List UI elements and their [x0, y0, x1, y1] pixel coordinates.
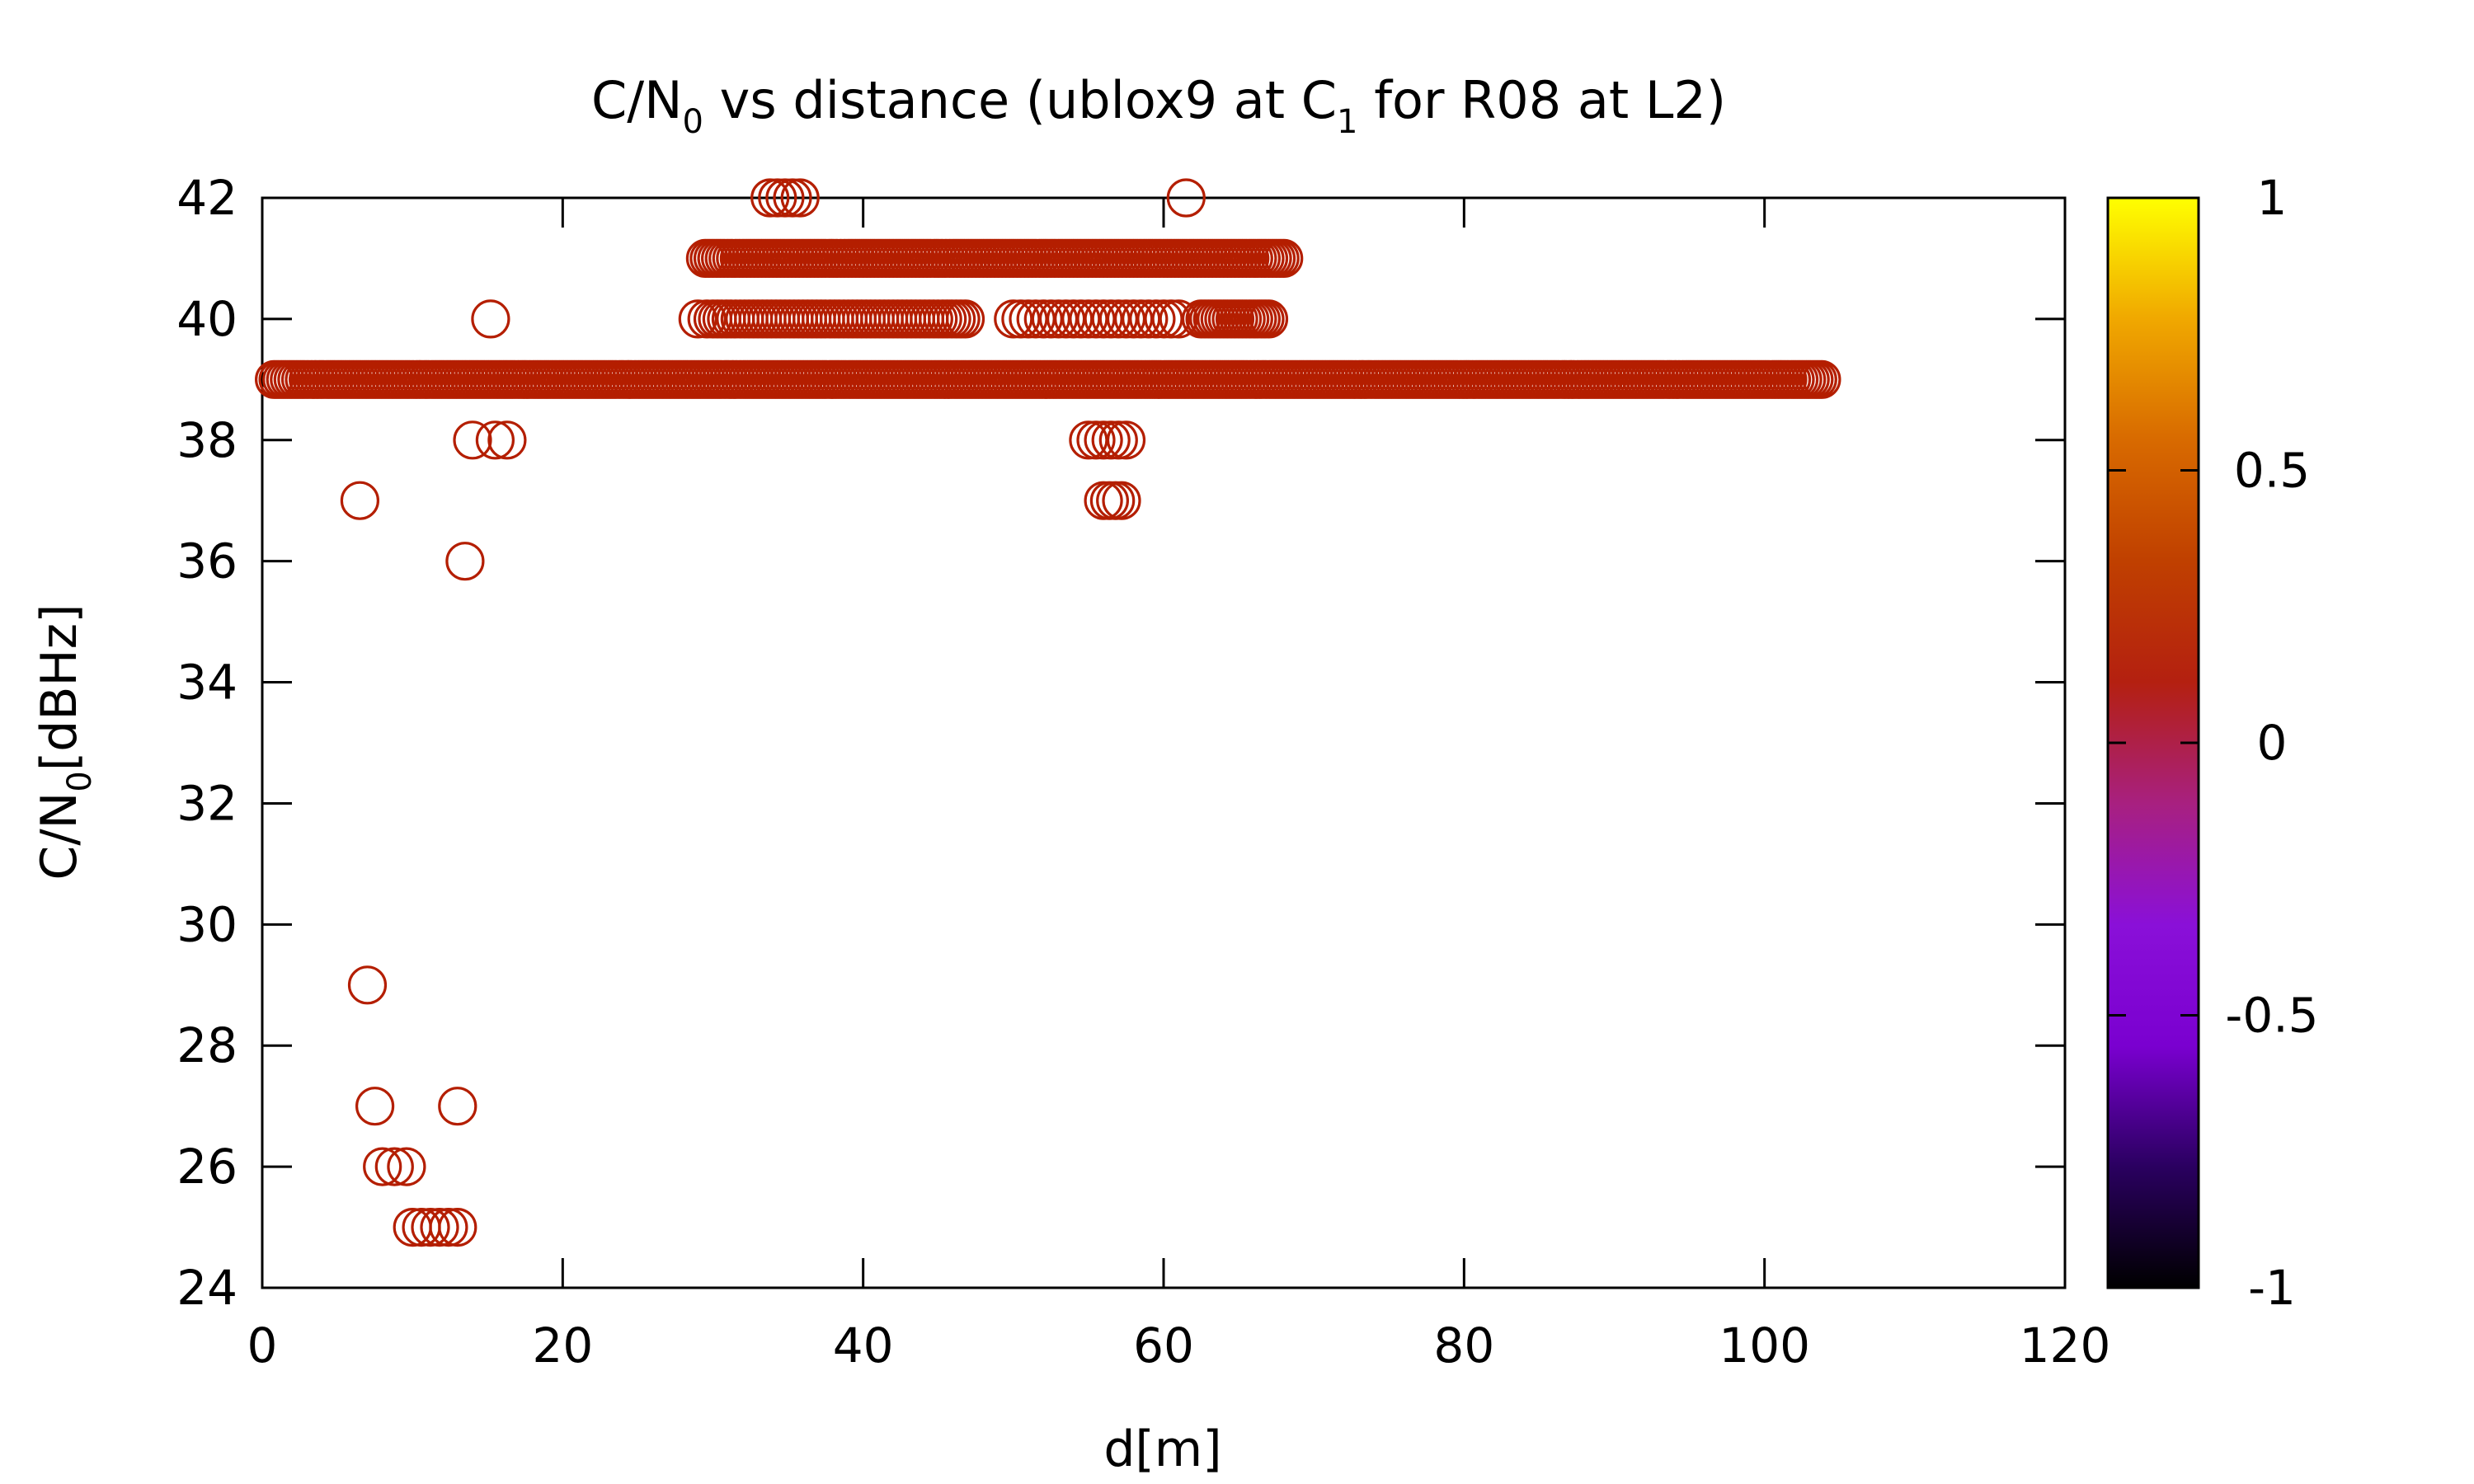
- data-point: [420, 1207, 459, 1247]
- marker-layer: [255, 178, 1841, 1247]
- x-tick-label: 60: [1133, 1317, 1194, 1374]
- data-point: [1106, 420, 1146, 460]
- data-point: [765, 178, 805, 218]
- data-point: [678, 299, 717, 339]
- chart-title: C/N0 vs distance (ublox9 at C1 for R08 a…: [591, 70, 1726, 141]
- data-point: [1091, 299, 1131, 339]
- data-point: [1098, 420, 1138, 460]
- data-point: [1136, 299, 1176, 339]
- y-tick-label: 32: [176, 775, 238, 831]
- data-point: [453, 420, 492, 460]
- data-point: [1076, 420, 1116, 460]
- colorbar-tick-label: -0.5: [2225, 988, 2318, 1044]
- data-point: [340, 481, 379, 520]
- data-point: [1802, 359, 1841, 399]
- data-point: [1102, 481, 1141, 520]
- colorbar-tick-label: -1: [2248, 1260, 2296, 1316]
- x-tick-label: 100: [1719, 1317, 1810, 1374]
- x-tick-label: 120: [2020, 1317, 2111, 1374]
- x-tick-label: 40: [833, 1317, 894, 1374]
- colorbar-tick-label: 0.5: [2234, 443, 2310, 499]
- y-tick-labels: 24 26 28 30 32 34 36 38 40 42: [176, 170, 238, 1316]
- y-tick-label: 30: [176, 896, 238, 952]
- data-point: [1129, 299, 1169, 339]
- data-point: [429, 1207, 468, 1247]
- data-point: [411, 1207, 450, 1247]
- data-point: [750, 178, 790, 218]
- y-tick-label: 40: [176, 291, 238, 347]
- data-point: [363, 1147, 402, 1186]
- data-point: [780, 178, 820, 218]
- colorbar-tick-label: 1: [2257, 170, 2288, 226]
- data-point: [438, 1207, 477, 1247]
- y-tick-label: 42: [176, 170, 238, 226]
- data-point: [445, 542, 485, 581]
- x-tick-label: 0: [247, 1317, 278, 1374]
- x-tick-labels: 0 20 40 60 80 100 120: [247, 1317, 2111, 1374]
- data-point: [438, 1087, 477, 1126]
- colorbar-tick-label: 0: [2257, 715, 2288, 771]
- y-tick-label: 28: [176, 1017, 238, 1073]
- data-point: [687, 299, 727, 339]
- x-axis-label: d[m]: [1103, 1421, 1221, 1478]
- y-tick-label: 24: [176, 1260, 238, 1316]
- data-point: [387, 1147, 426, 1186]
- colorbar-ticks: 1 0.5 0 -0.5 -1: [2108, 170, 2319, 1316]
- y-tick-label: 36: [176, 533, 238, 589]
- x-tick-label: 20: [532, 1317, 593, 1374]
- data-point: [487, 420, 527, 460]
- data-point: [758, 178, 797, 218]
- data-point: [1249, 299, 1289, 339]
- data-point: [773, 178, 812, 218]
- y-tick-label: 34: [176, 655, 238, 711]
- data-point: [1264, 238, 1304, 278]
- data-point: [1084, 420, 1123, 460]
- data-point: [471, 299, 510, 339]
- data-point: [1159, 299, 1198, 339]
- data-point: [347, 965, 388, 1005]
- data-point: [355, 1087, 395, 1126]
- data-point: [1091, 420, 1131, 460]
- y-tick-label: 26: [176, 1139, 238, 1195]
- data-point: [945, 299, 985, 339]
- y-axis-label: C/N0[dBHz]: [31, 603, 99, 880]
- data-point: [374, 1147, 414, 1186]
- y-tick-label: 38: [176, 412, 238, 468]
- x-tick-label: 80: [1433, 1317, 1494, 1374]
- data-point: [1166, 178, 1206, 218]
- axis-ticks: [261, 196, 2067, 1289]
- data-point: [475, 420, 515, 460]
